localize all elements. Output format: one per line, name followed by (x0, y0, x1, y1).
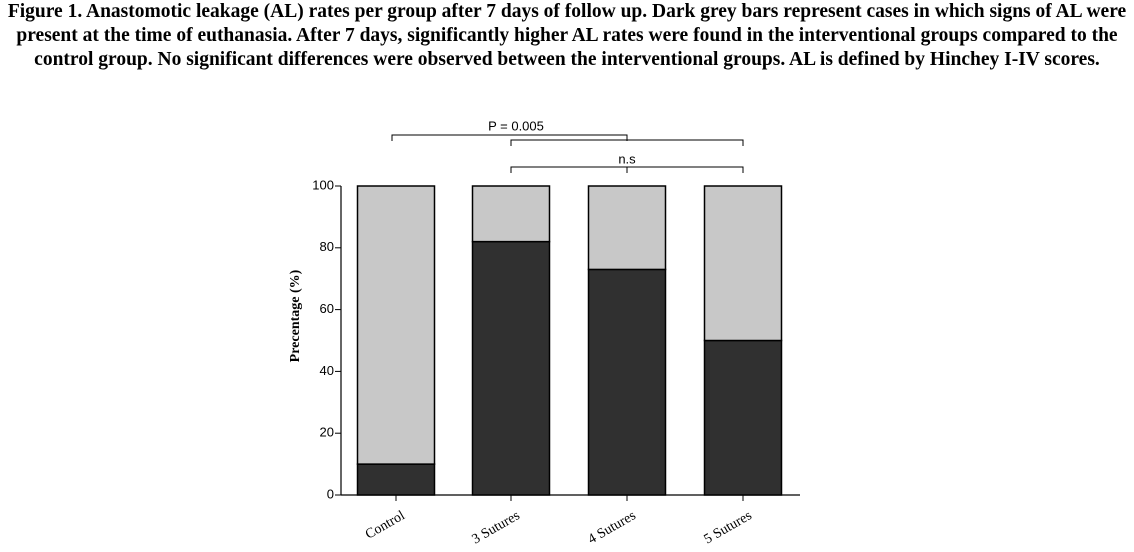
bracket (391, 134, 628, 141)
bar-segment (471, 240, 551, 496)
x-tick-label: 3 Sutures (470, 508, 523, 547)
caption: Figure 1. Anastomotic leakage (AL) rates… (7, 1, 1127, 70)
x-tick-label: Control (363, 508, 408, 542)
x-tick-label: 5 Sutures (702, 508, 755, 547)
y-tick-label: 40 (320, 363, 334, 378)
bar-segment (703, 185, 783, 342)
bar-segment (587, 185, 667, 271)
bar-segment (471, 185, 551, 243)
annotation: n.s (618, 151, 636, 166)
bar-segment (356, 463, 436, 496)
y-tick-label: 20 (320, 425, 334, 440)
y-axis-label: Precentage (%) (288, 269, 303, 362)
bar-segment (356, 185, 436, 465)
x-tick-label: 4 Sutures (586, 508, 639, 547)
bar-segment (703, 339, 783, 496)
annotation: P = 0.005 (488, 118, 544, 133)
y-tick-label: 0 (327, 486, 334, 501)
significance-brackets (391, 134, 744, 173)
bracket (510, 139, 744, 146)
bar-segment (587, 268, 667, 496)
y-tick-label: 100 (312, 177, 334, 192)
y-tick-label: 60 (320, 301, 334, 316)
y-tick-label: 80 (320, 239, 334, 254)
